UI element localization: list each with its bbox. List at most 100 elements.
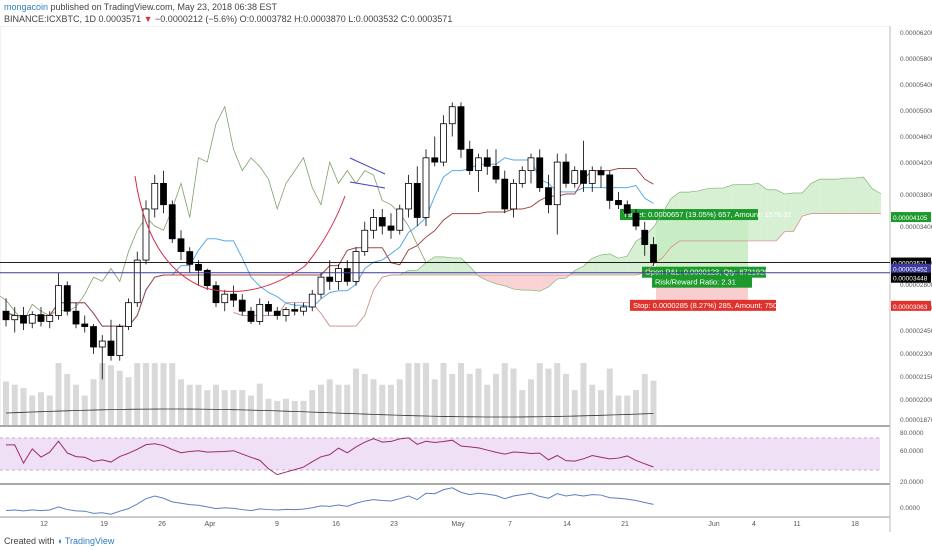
candle-body bbox=[142, 208, 150, 261]
candle-body bbox=[28, 314, 36, 324]
volume-bar bbox=[414, 363, 421, 425]
price-tick: 0.00006200 bbox=[900, 30, 932, 37]
volume-bar bbox=[204, 390, 211, 425]
cloud-segment bbox=[819, 179, 829, 214]
candle-body bbox=[343, 268, 351, 282]
volume-bar bbox=[309, 390, 316, 425]
candle-body bbox=[518, 170, 526, 184]
rsi-tick: 80.0000 bbox=[900, 430, 924, 437]
volume-bar bbox=[134, 363, 141, 425]
trend-line-1[interactable] bbox=[349, 157, 386, 175]
candle-body bbox=[606, 174, 614, 201]
time-tick: 4 bbox=[752, 521, 756, 528]
volume-bar bbox=[64, 373, 71, 425]
candle-body bbox=[195, 263, 202, 271]
candle-body bbox=[265, 303, 272, 312]
candle-body bbox=[413, 182, 421, 218]
volume-bar bbox=[265, 398, 272, 425]
last-price: 0.0003571 bbox=[98, 14, 142, 24]
rsi-band bbox=[0, 438, 880, 470]
volume-bar bbox=[195, 384, 202, 425]
price-tick: 0.00002300 bbox=[900, 351, 932, 358]
tradingview-brand[interactable]: TradingView bbox=[64, 536, 115, 546]
price-tick: 0.00003400 bbox=[900, 224, 932, 231]
candle-body bbox=[125, 302, 132, 327]
volume-bar bbox=[344, 384, 351, 425]
candle-body bbox=[553, 161, 561, 206]
price-tick: 0.00002800 bbox=[900, 282, 932, 289]
price-tick: 0.00005400 bbox=[900, 82, 932, 89]
volume-bar bbox=[466, 373, 473, 425]
candle-body bbox=[387, 225, 395, 231]
cup-arc[interactable] bbox=[134, 175, 346, 293]
volume-bar bbox=[440, 363, 447, 425]
time-tick: 23 bbox=[390, 521, 398, 528]
volume-bar bbox=[519, 390, 526, 425]
cloud-segment bbox=[557, 275, 566, 280]
volume-bar bbox=[484, 384, 491, 425]
second-oscillator-line bbox=[5, 487, 654, 515]
cloud-segment bbox=[504, 275, 514, 290]
volume-bar bbox=[528, 379, 534, 425]
volume-bar bbox=[615, 395, 622, 425]
price-label: 0.00003448 bbox=[893, 276, 928, 283]
volume-bar bbox=[353, 368, 359, 425]
candle-body bbox=[641, 229, 649, 245]
chart[interactable]: Target: 0.0000657 (19.05%) 657, Amount: … bbox=[0, 26, 932, 532]
volume-bar bbox=[3, 381, 9, 425]
candle-body bbox=[632, 212, 640, 227]
change-arrow-icon: ▼ bbox=[143, 14, 153, 24]
volume-bar bbox=[589, 384, 596, 425]
trend-line-2[interactable] bbox=[349, 181, 386, 189]
candle-body bbox=[291, 309, 299, 312]
candle-body bbox=[352, 251, 360, 282]
volume-bar bbox=[449, 373, 456, 425]
volume-bar bbox=[29, 395, 36, 425]
author-link[interactable]: mongacoin bbox=[4, 2, 49, 12]
candle-body bbox=[510, 182, 517, 210]
cloud-segment bbox=[522, 275, 531, 291]
candle-body bbox=[422, 157, 430, 218]
candle-body bbox=[308, 293, 316, 308]
time-tick: 21 bbox=[621, 521, 629, 528]
volume-bar bbox=[169, 363, 176, 425]
candle-body bbox=[160, 182, 167, 206]
volume-bar bbox=[151, 363, 158, 425]
time-tick: Jun bbox=[708, 521, 719, 528]
candle-body bbox=[37, 314, 45, 322]
volume-bar bbox=[431, 379, 438, 425]
volume-bar bbox=[396, 379, 403, 425]
candle-body bbox=[300, 306, 307, 312]
candle-body bbox=[63, 285, 71, 312]
cloud-segment bbox=[496, 275, 505, 286]
candle-body bbox=[457, 106, 465, 150]
volume-bar bbox=[510, 368, 517, 425]
risk-reward-label: Risk/Reward Ratio: 2.31 bbox=[655, 278, 736, 287]
target-zone bbox=[656, 217, 748, 273]
volume-bar bbox=[388, 384, 394, 425]
candle-body bbox=[571, 170, 579, 184]
time-tick: May bbox=[451, 521, 465, 528]
candle-body bbox=[203, 269, 211, 287]
candle-body bbox=[282, 309, 290, 316]
candle-body bbox=[2, 310, 10, 321]
volume-bar bbox=[300, 400, 307, 425]
candle-body bbox=[396, 208, 404, 231]
candle-body bbox=[335, 268, 342, 282]
candle-body bbox=[580, 170, 587, 184]
cloud-segment bbox=[627, 241, 636, 275]
volume-bar bbox=[598, 390, 604, 425]
candle-body bbox=[448, 106, 456, 125]
price-tick: 0.00003800 bbox=[900, 192, 932, 199]
candle-body bbox=[405, 182, 412, 210]
volume-bar bbox=[213, 384, 219, 425]
price-labels: 0.000041050.000035710.000034520.00003448… bbox=[891, 212, 931, 311]
volume-bar bbox=[108, 365, 114, 425]
cloud-segment bbox=[767, 189, 776, 241]
volume-bar bbox=[641, 373, 648, 425]
candle-body bbox=[370, 217, 377, 231]
volume-bar bbox=[221, 390, 228, 425]
candle-body bbox=[230, 293, 237, 301]
volume-bar bbox=[423, 363, 429, 425]
volume-bar bbox=[458, 363, 464, 425]
